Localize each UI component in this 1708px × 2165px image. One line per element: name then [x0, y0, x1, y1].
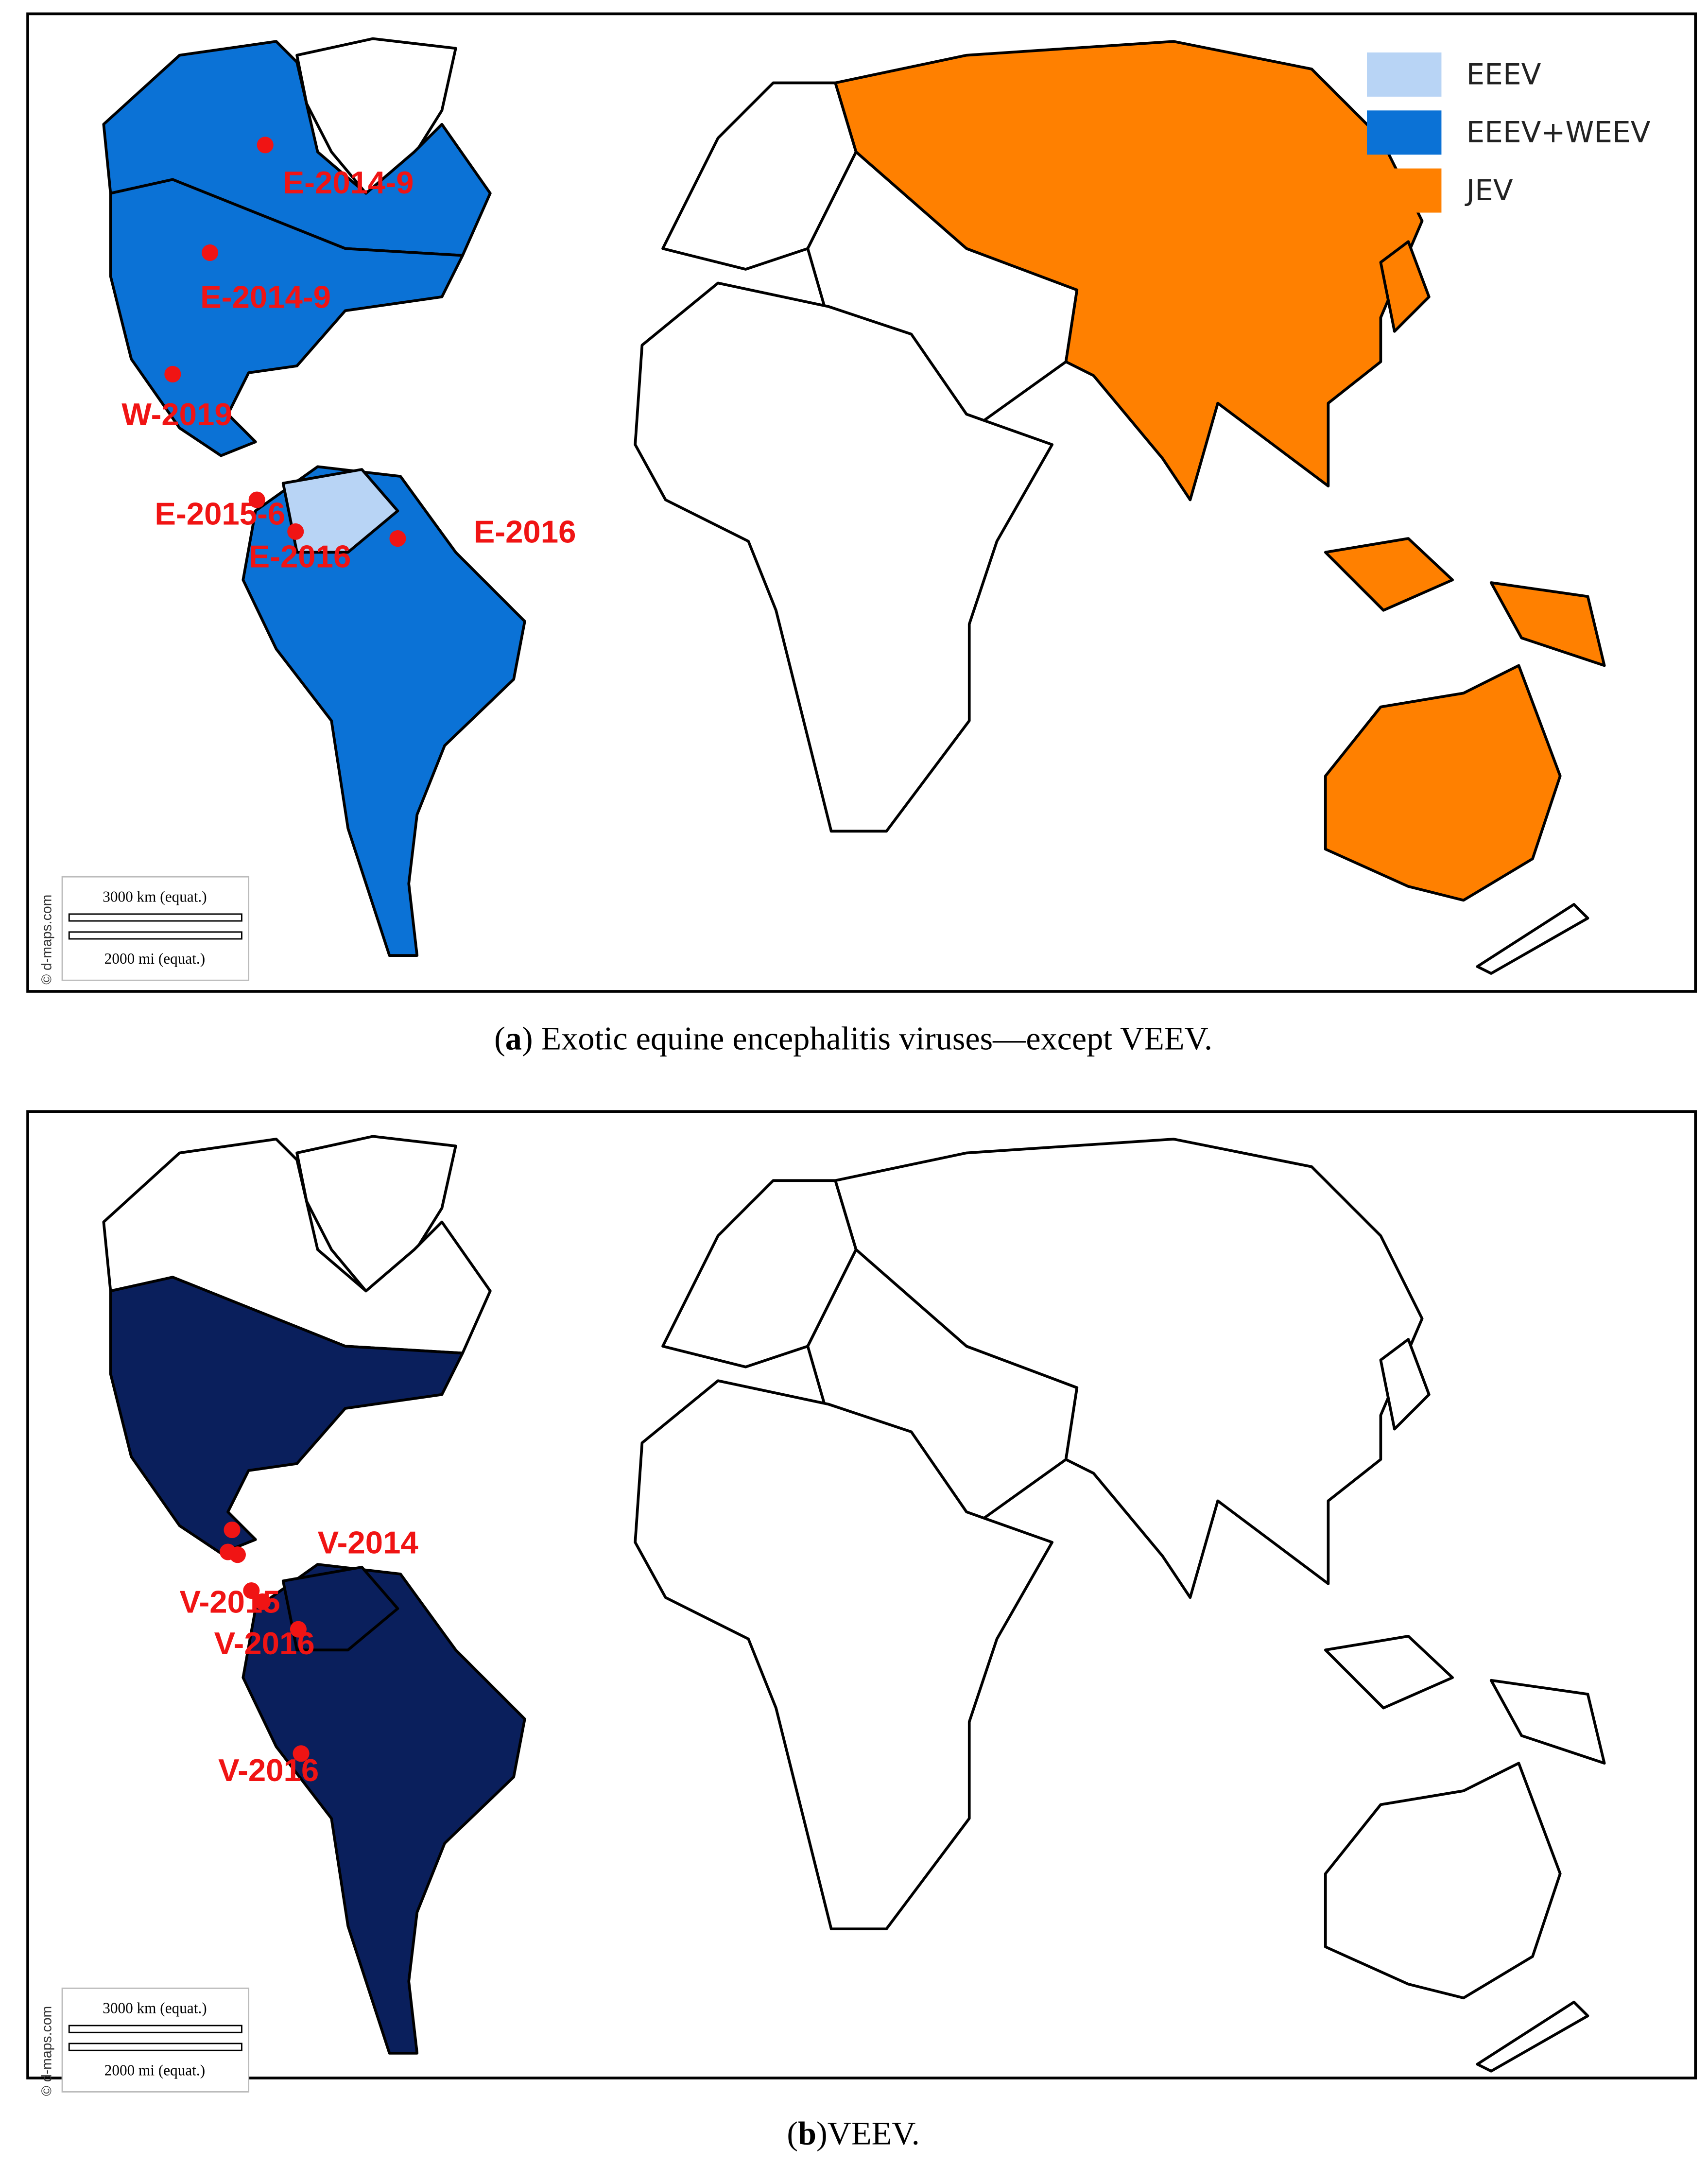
caption-letter: b — [798, 2114, 816, 2151]
caption: (a) Exotic equine encephalitis viruses—e… — [494, 1020, 1212, 1057]
frame — [26, 12, 1697, 993]
marker-label: V-2014 — [318, 1524, 418, 1560]
credit: © d-maps.com — [39, 895, 54, 985]
marker-label: W-2019 — [121, 397, 232, 432]
legend-label: EEEV+WEEV — [1466, 116, 1651, 150]
marker-dot — [243, 1582, 260, 1599]
caption: (b)VEEV. — [787, 2114, 919, 2151]
legend-swatch — [1367, 52, 1442, 97]
scale-bar — [68, 2025, 242, 2033]
marker-label: E-2015-6 — [155, 496, 285, 532]
credit: © d-maps.com — [39, 2006, 54, 2096]
caption-letter: a — [505, 1020, 522, 1057]
caption-text: ) Exotic equine encephalitis viruses—exc… — [522, 1020, 1212, 1057]
scale-mi: 2000 mi (equat.) — [104, 950, 205, 967]
scale-box — [61, 1987, 250, 2093]
marker-dot — [293, 1745, 310, 1762]
marker-dot — [224, 1522, 241, 1539]
marker-label: V-2016 — [218, 1752, 319, 1788]
caption-open: ( — [787, 2114, 798, 2151]
marker-label: E-2016 — [249, 539, 351, 574]
scale-km: 3000 km (equat.) — [103, 1999, 207, 2016]
scale-bar — [68, 931, 242, 940]
marker-dot — [257, 137, 274, 154]
scale-km: 3000 km (equat.) — [103, 888, 207, 905]
marker-label: E-2014-9 — [283, 165, 414, 200]
legend-swatch — [1367, 110, 1442, 155]
marker-dot — [164, 365, 181, 383]
marker-dot — [389, 530, 406, 547]
legend-label: EEEV — [1466, 58, 1541, 91]
legend-swatch — [1367, 168, 1442, 213]
marker-label: V-2015 — [180, 1584, 280, 1620]
marker-dot — [287, 523, 304, 540]
marker-dot — [229, 1546, 246, 1563]
frame — [26, 1110, 1697, 2079]
marker-dot — [248, 491, 265, 508]
scale-bar — [68, 2043, 242, 2051]
map-b — [104, 1136, 1604, 2071]
marker-dot — [202, 244, 219, 261]
marker-label: E-2016 — [474, 514, 576, 550]
marker-label: E-2014-9 — [200, 279, 331, 315]
legend-label: JEV — [1465, 174, 1513, 208]
marker-dot — [290, 1621, 307, 1638]
caption-open: ( — [494, 1020, 505, 1057]
scale-bar — [68, 913, 242, 922]
scale-mi: 2000 mi (equat.) — [104, 2061, 205, 2078]
marker-label: V-2016 — [214, 1626, 315, 1661]
caption-text: )VEEV. — [816, 2114, 920, 2151]
marker-dot — [254, 1593, 271, 1610]
scale-box — [61, 876, 250, 981]
